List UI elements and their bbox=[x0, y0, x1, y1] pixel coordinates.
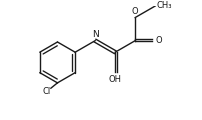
Text: OH: OH bbox=[109, 75, 122, 84]
Text: N: N bbox=[92, 30, 99, 39]
Text: Cl: Cl bbox=[43, 87, 51, 96]
Text: O: O bbox=[132, 7, 139, 16]
Text: CH₃: CH₃ bbox=[156, 1, 171, 10]
Text: O: O bbox=[155, 36, 162, 45]
